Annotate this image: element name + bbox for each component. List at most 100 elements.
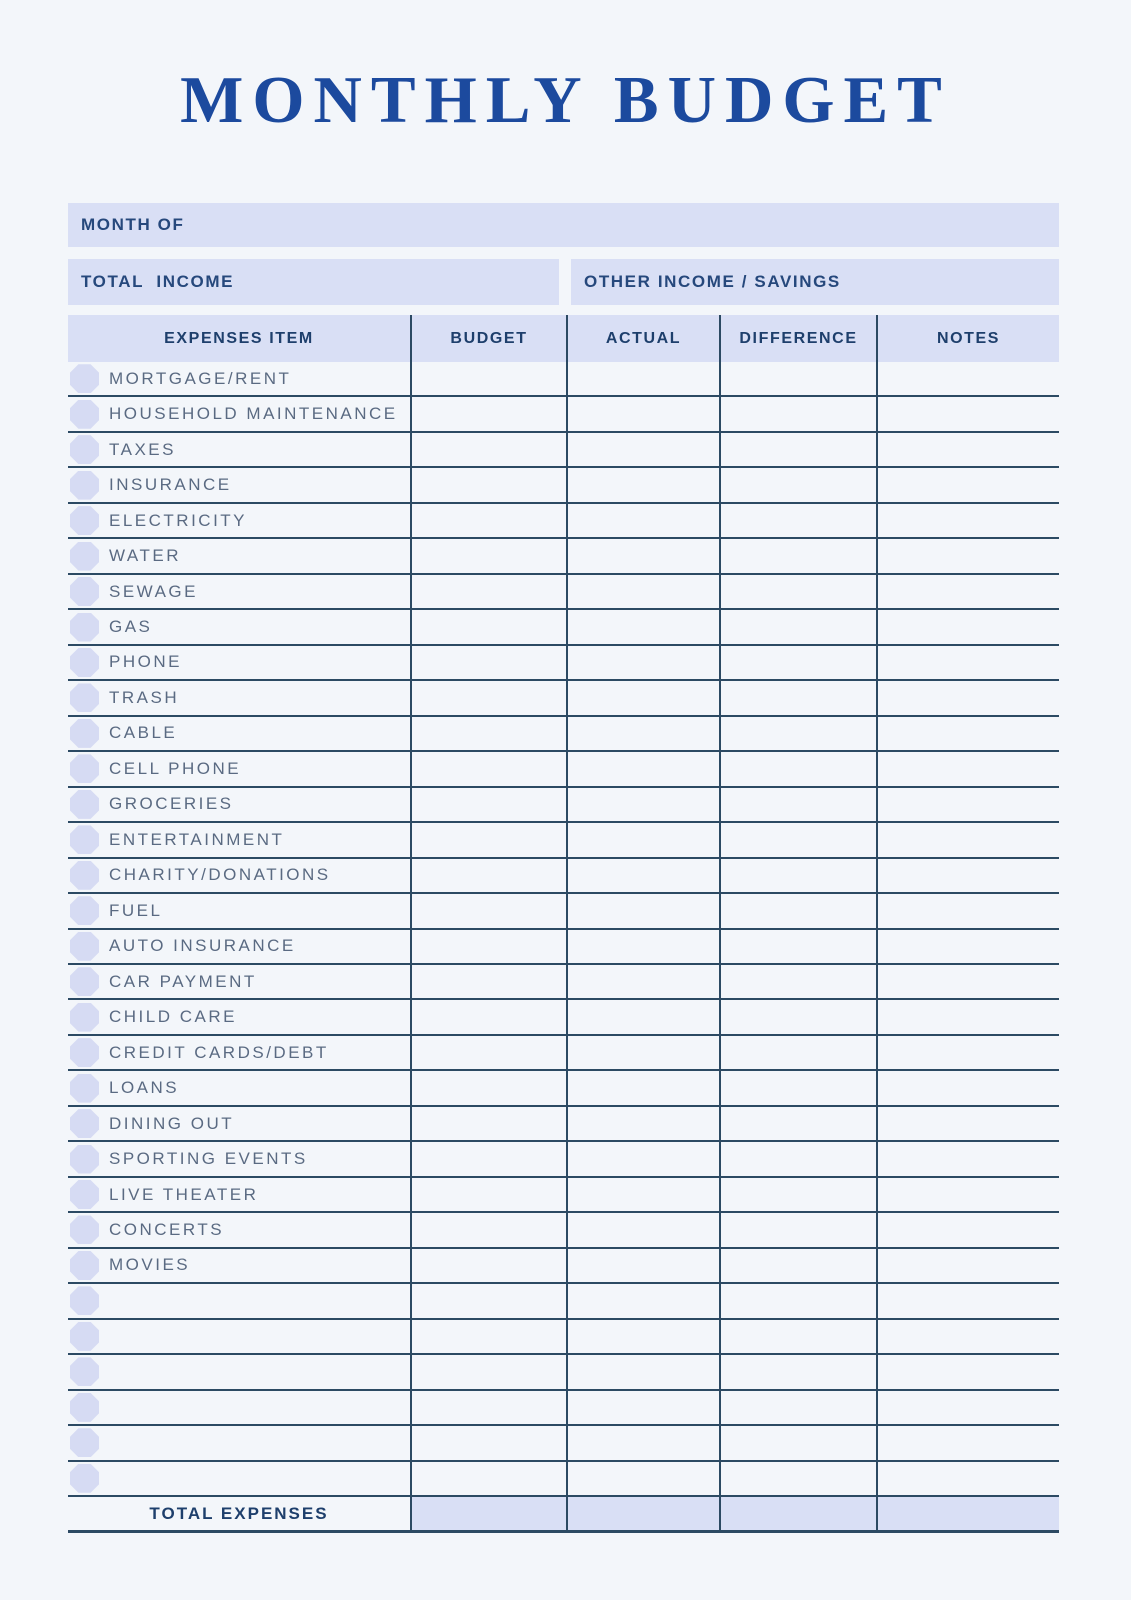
notes-cell[interactable] — [876, 1213, 1059, 1247]
budget-cell[interactable] — [410, 1071, 566, 1105]
actual-cell[interactable] — [566, 574, 719, 609]
budget-cell[interactable] — [410, 1177, 566, 1212]
difference-cell[interactable] — [719, 929, 876, 963]
actual-cell[interactable] — [566, 397, 719, 431]
actual-cell[interactable] — [566, 503, 719, 538]
notes-cell[interactable] — [876, 894, 1059, 928]
difference-cell[interactable] — [719, 716, 876, 751]
notes-cell[interactable] — [876, 1106, 1059, 1141]
difference-cell[interactable] — [719, 1142, 876, 1176]
difference-cell[interactable] — [719, 503, 876, 538]
difference-cell[interactable] — [719, 1248, 876, 1283]
actual-cell[interactable] — [566, 681, 719, 715]
total-difference-cell[interactable] — [719, 1497, 876, 1530]
budget-cell[interactable] — [410, 823, 566, 857]
notes-cell[interactable] — [876, 362, 1059, 396]
difference-cell[interactable] — [719, 1355, 876, 1389]
budget-cell[interactable] — [410, 1000, 566, 1034]
budget-cell[interactable] — [410, 1142, 566, 1176]
notes-cell[interactable] — [876, 964, 1059, 999]
actual-cell[interactable] — [566, 1284, 719, 1318]
actual-cell[interactable] — [566, 858, 719, 893]
budget-cell[interactable] — [410, 610, 566, 644]
notes-cell[interactable] — [876, 1071, 1059, 1105]
notes-cell[interactable] — [876, 397, 1059, 431]
difference-cell[interactable] — [719, 1035, 876, 1070]
actual-cell[interactable] — [566, 1426, 719, 1460]
difference-cell[interactable] — [719, 787, 876, 822]
budget-cell[interactable] — [410, 681, 566, 715]
actual-cell[interactable] — [566, 610, 719, 644]
budget-cell[interactable] — [410, 716, 566, 751]
actual-cell[interactable] — [566, 1000, 719, 1034]
notes-cell[interactable] — [876, 1461, 1059, 1495]
budget-cell[interactable] — [410, 752, 566, 786]
difference-cell[interactable] — [719, 574, 876, 609]
difference-cell[interactable] — [719, 1000, 876, 1034]
difference-cell[interactable] — [719, 823, 876, 857]
budget-cell[interactable] — [410, 432, 566, 467]
actual-cell[interactable] — [566, 1071, 719, 1105]
other-income-savings-field[interactable]: OTHER INCOME / SAVINGS — [571, 259, 1059, 305]
total-notes-cell[interactable] — [876, 1497, 1059, 1530]
notes-cell[interactable] — [876, 752, 1059, 786]
actual-cell[interactable] — [566, 1390, 719, 1425]
budget-cell[interactable] — [410, 1248, 566, 1283]
difference-cell[interactable] — [719, 1426, 876, 1460]
notes-cell[interactable] — [876, 787, 1059, 822]
difference-cell[interactable] — [719, 1390, 876, 1425]
budget-cell[interactable] — [410, 574, 566, 609]
budget-cell[interactable] — [410, 1035, 566, 1070]
actual-cell[interactable] — [566, 894, 719, 928]
budget-cell[interactable] — [410, 894, 566, 928]
notes-cell[interactable] — [876, 1319, 1059, 1354]
notes-cell[interactable] — [876, 1000, 1059, 1034]
notes-cell[interactable] — [876, 1390, 1059, 1425]
budget-cell[interactable] — [410, 468, 566, 502]
notes-cell[interactable] — [876, 1426, 1059, 1460]
budget-cell[interactable] — [410, 503, 566, 538]
budget-cell[interactable] — [410, 929, 566, 963]
actual-cell[interactable] — [566, 1213, 719, 1247]
total-budget-cell[interactable] — [410, 1497, 566, 1530]
difference-cell[interactable] — [719, 1106, 876, 1141]
actual-cell[interactable] — [566, 1142, 719, 1176]
notes-cell[interactable] — [876, 1177, 1059, 1212]
actual-cell[interactable] — [566, 645, 719, 680]
difference-cell[interactable] — [719, 468, 876, 502]
actual-cell[interactable] — [566, 1355, 719, 1389]
actual-cell[interactable] — [566, 468, 719, 502]
notes-cell[interactable] — [876, 1035, 1059, 1070]
actual-cell[interactable] — [566, 1177, 719, 1212]
notes-cell[interactable] — [876, 574, 1059, 609]
notes-cell[interactable] — [876, 929, 1059, 963]
notes-cell[interactable] — [876, 432, 1059, 467]
difference-cell[interactable] — [719, 964, 876, 999]
budget-cell[interactable] — [410, 645, 566, 680]
budget-cell[interactable] — [410, 539, 566, 573]
notes-cell[interactable] — [876, 539, 1059, 573]
budget-cell[interactable] — [410, 1213, 566, 1247]
month-of-field[interactable]: MONTH OF — [68, 203, 1059, 247]
total-income-field[interactable]: TOTAL INCOME — [68, 259, 559, 305]
difference-cell[interactable] — [719, 894, 876, 928]
difference-cell[interactable] — [719, 539, 876, 573]
notes-cell[interactable] — [876, 858, 1059, 893]
difference-cell[interactable] — [719, 645, 876, 680]
total-actual-cell[interactable] — [566, 1497, 719, 1530]
notes-cell[interactable] — [876, 468, 1059, 502]
notes-cell[interactable] — [876, 1355, 1059, 1389]
difference-cell[interactable] — [719, 681, 876, 715]
budget-cell[interactable] — [410, 397, 566, 431]
notes-cell[interactable] — [876, 645, 1059, 680]
actual-cell[interactable] — [566, 716, 719, 751]
actual-cell[interactable] — [566, 752, 719, 786]
actual-cell[interactable] — [566, 1106, 719, 1141]
budget-cell[interactable] — [410, 362, 566, 396]
budget-cell[interactable] — [410, 1390, 566, 1425]
notes-cell[interactable] — [876, 1284, 1059, 1318]
difference-cell[interactable] — [719, 610, 876, 644]
actual-cell[interactable] — [566, 787, 719, 822]
notes-cell[interactable] — [876, 1142, 1059, 1176]
actual-cell[interactable] — [566, 362, 719, 396]
